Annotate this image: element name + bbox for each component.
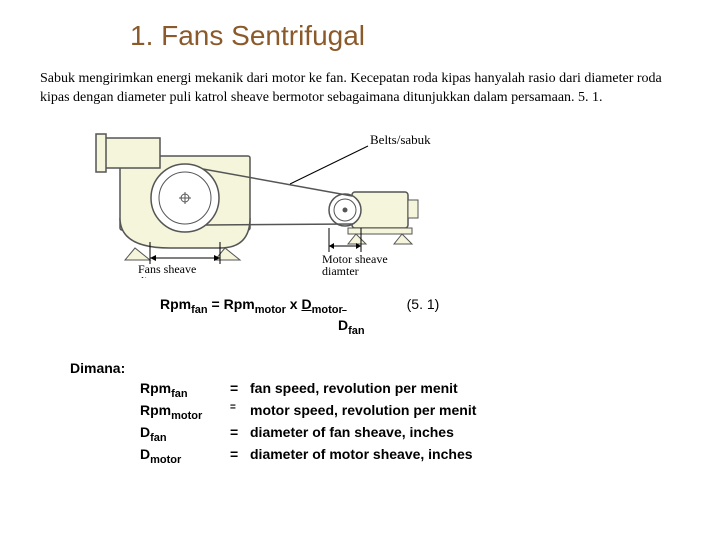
svg-text:diamter: diamter [322, 264, 359, 278]
where-symbol: Dfan [140, 424, 230, 444]
where-definition: fan speed, revolution per menit [250, 380, 680, 400]
where-label: Dimana: [70, 360, 680, 376]
equation-5-1: Rpmfan = Rpmmotor x Dmotor (5. 1) Dfan [160, 296, 680, 337]
where-definition: motor speed, revolution per menit [250, 402, 680, 422]
where-symbol: Rpmfan [140, 380, 230, 400]
intro-paragraph: Sabuk mengirimkan energi mekanik dari mo… [40, 70, 680, 108]
where-definition: diameter of fan sheave, inches [250, 424, 680, 444]
where-equals: = [230, 402, 250, 422]
svg-text:diameter: diameter [138, 274, 180, 278]
svg-text:Belts/sabuk: Belts/sabuk [370, 132, 431, 147]
formula-lhs: Rpm [160, 296, 191, 312]
where-equals: = [230, 380, 250, 400]
where-symbol: Rpmmotor [140, 402, 230, 422]
where-symbol: Dmotor [140, 446, 230, 466]
where-equals: = [230, 446, 250, 466]
equation-number: (5. 1) [407, 296, 440, 312]
where-equals: = [230, 424, 250, 444]
page-title: 1. Fans Sentrifugal [130, 20, 680, 52]
where-definition: diameter of motor sheave, inches [250, 446, 680, 466]
fan-motor-diagram: Belts/sabukFans sheavediameterMotor shea… [90, 118, 680, 278]
where-block: Dimana: Rpmfan= fan speed, revolution pe… [70, 360, 680, 465]
